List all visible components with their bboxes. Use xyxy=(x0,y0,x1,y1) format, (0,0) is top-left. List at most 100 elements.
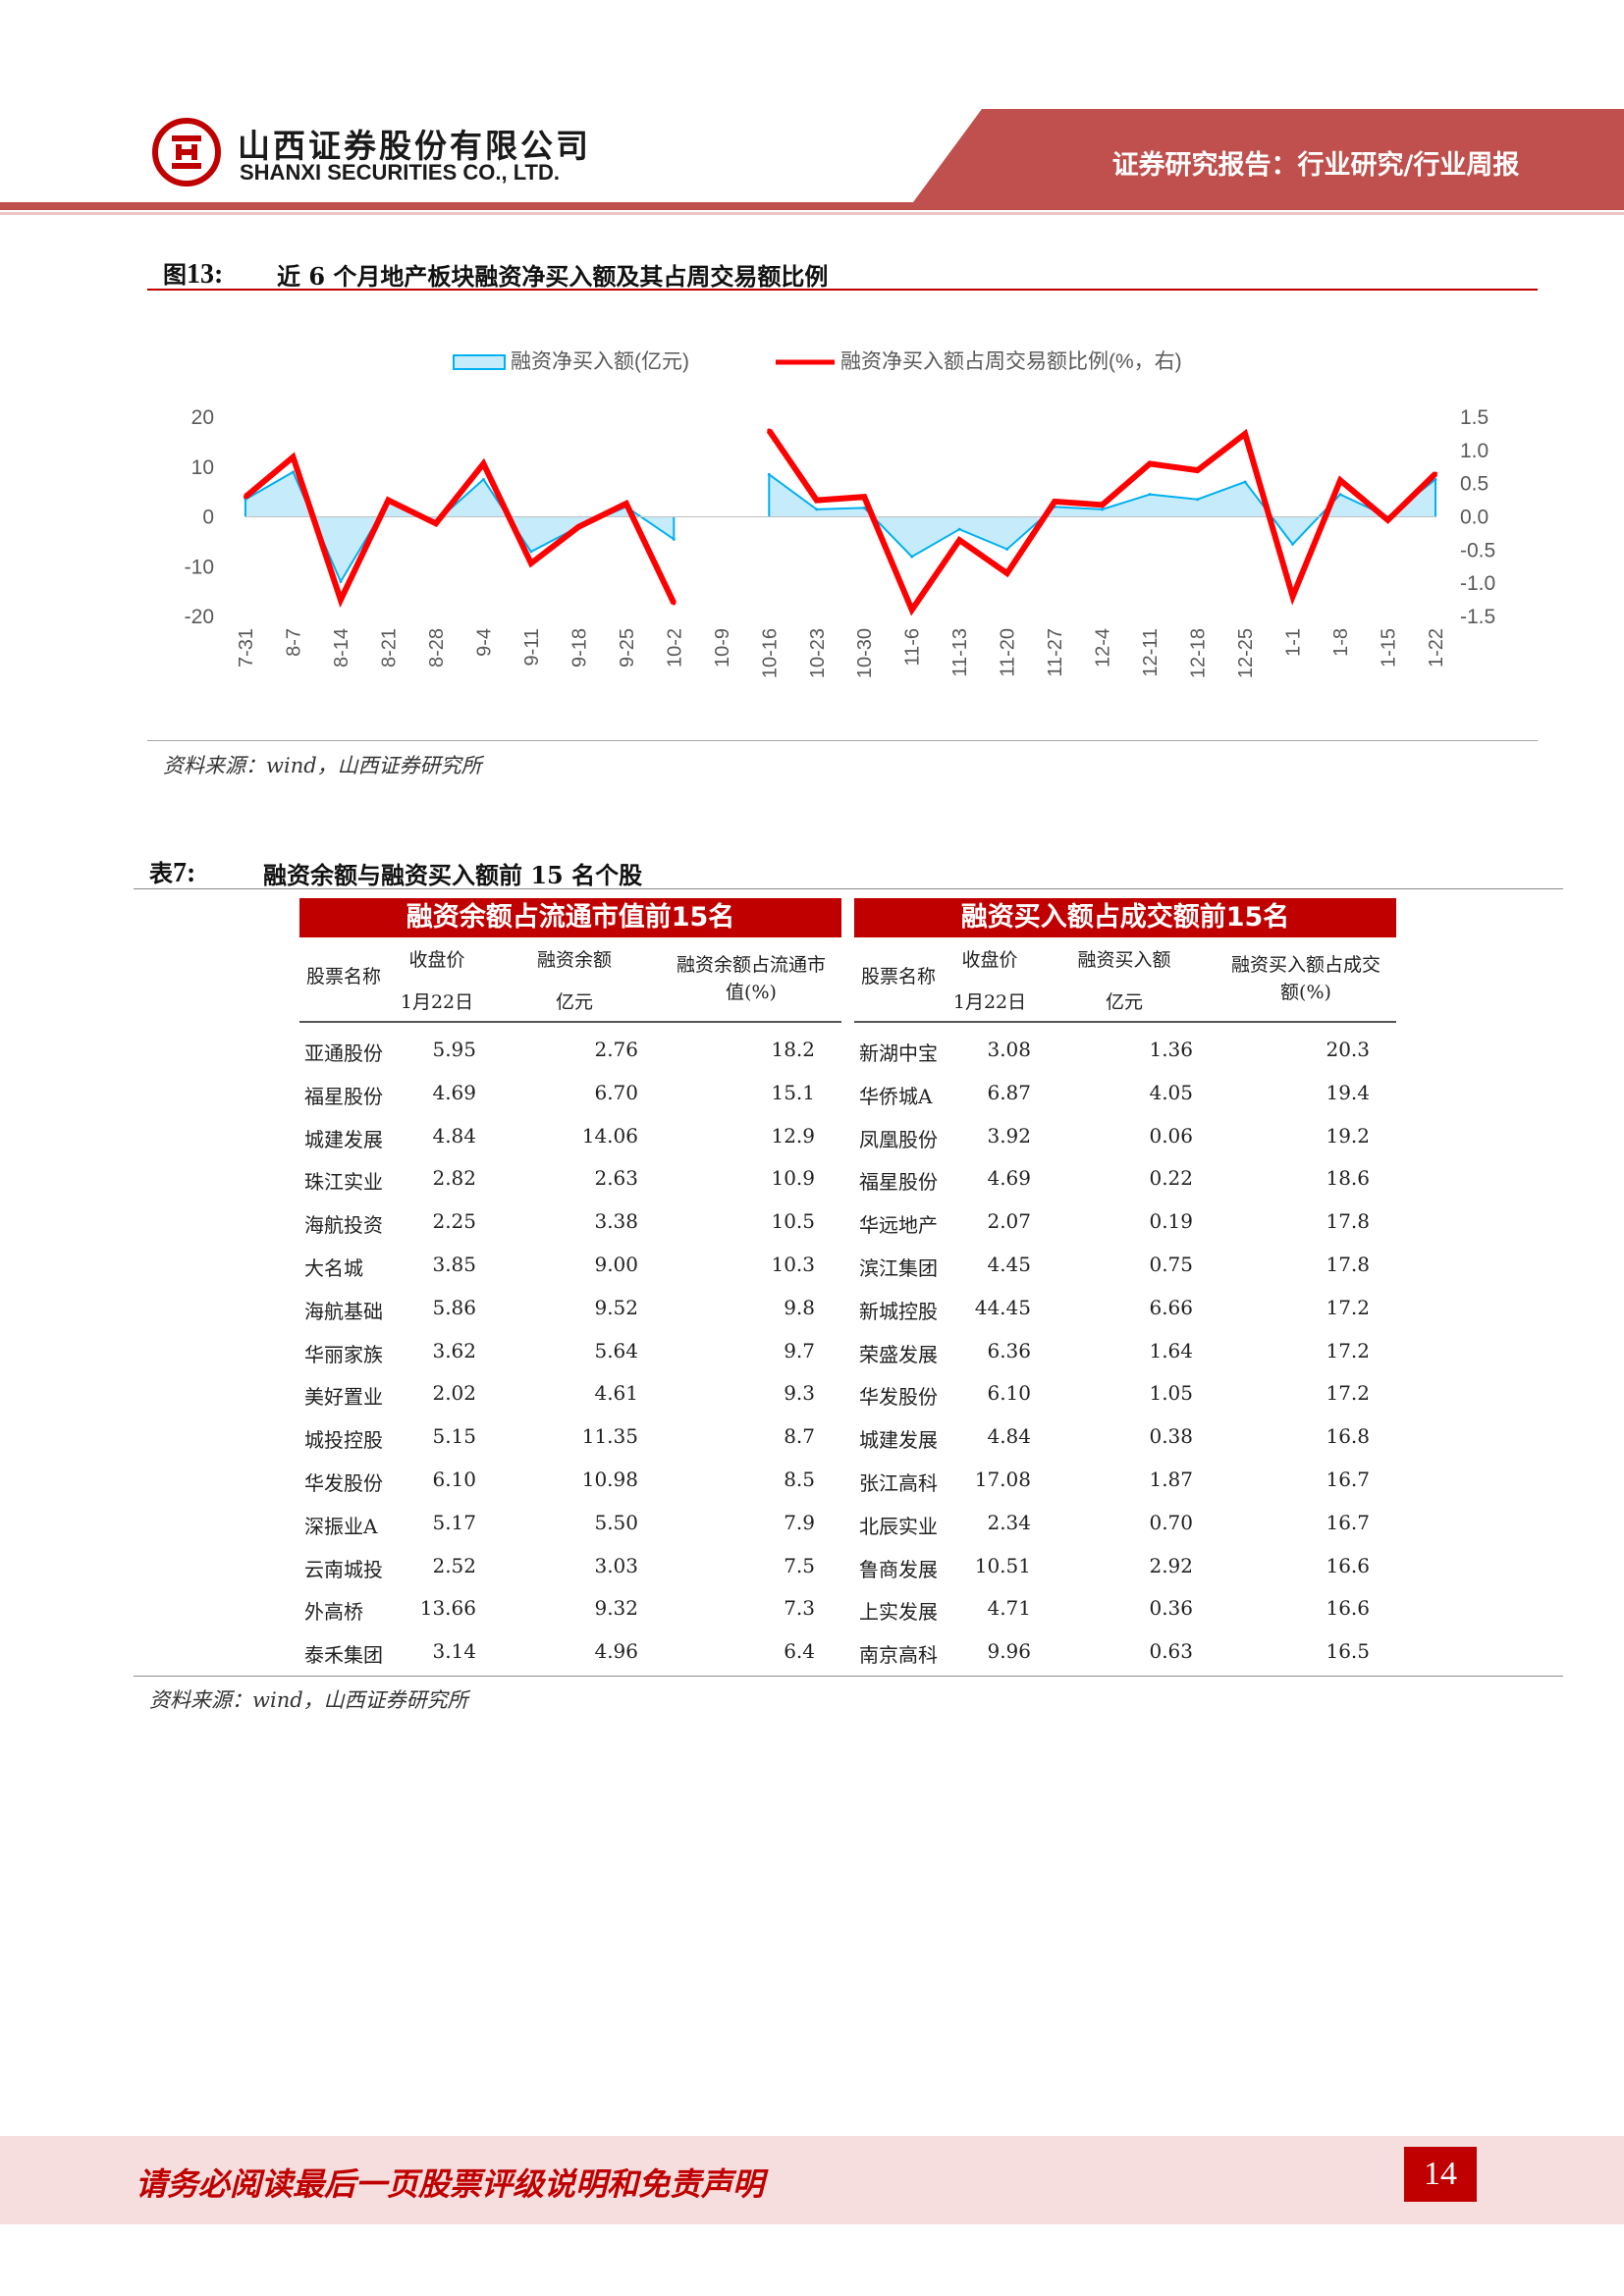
report-type: 证券研究报告：行业研究/行业周报 xyxy=(1111,150,1520,181)
stock-name-cell: 华发股份 xyxy=(304,1471,383,1495)
buy-ratio-cell: 16.7 xyxy=(1326,1468,1370,1491)
stock-name-cell: 外高桥 xyxy=(304,1600,363,1625)
left-header-balance-sub: 亿元 xyxy=(555,991,593,1013)
table-row: 华侨城A 6.87 4.05 19.4 xyxy=(0,1070,1624,1113)
x-axis-tick-label: 12-4 xyxy=(1093,628,1114,667)
ratio-data-point xyxy=(1290,594,1295,599)
table-row: 北辰实业 2.34 0.70 16.7 xyxy=(0,1500,1624,1543)
table-row: 华远地产 2.07 0.19 17.8 xyxy=(0,1199,1624,1242)
stock-name-cell: 美好置业 xyxy=(304,1385,383,1410)
table-row: 新城控股 44.45 6.66 17.2 xyxy=(0,1285,1624,1328)
financing-buy-cell: 0.38 xyxy=(1149,1424,1193,1449)
right-header-ratio-sub: 额(%) xyxy=(1280,982,1331,1003)
close-price-cell: 4.69 xyxy=(987,1166,1031,1191)
ratio-data-point xyxy=(1243,431,1248,436)
buy-ratio-cell: 16.6 xyxy=(1326,1553,1370,1577)
table-row: 珠江实业 2.82 2.63 10.9 xyxy=(0,1155,1624,1199)
area-data-point xyxy=(1243,480,1247,484)
balance-ratio-cell: 10.5 xyxy=(771,1209,815,1234)
table-row: 华发股份 6.10 10.98 8.5 xyxy=(0,1457,1624,1500)
buy-ratio-cell: 16.5 xyxy=(1326,1639,1370,1664)
area-data-point xyxy=(862,506,866,509)
right-header-buy-sub: 亿元 xyxy=(1105,991,1143,1013)
buy-ratio-cell: 20.3 xyxy=(1326,1038,1370,1061)
left-header-ratio-sub: 值(%) xyxy=(726,982,777,1003)
buy-ratio-cell: 17.2 xyxy=(1326,1338,1370,1362)
area-series-outline xyxy=(244,470,675,584)
stock-name-cell: 云南城投 xyxy=(304,1557,383,1581)
close-price-cell: 2.07 xyxy=(987,1209,1031,1234)
table-row: 新湖中宝 3.08 1.36 20.3 xyxy=(0,1027,1624,1070)
area-data-point xyxy=(1005,547,1009,551)
legend-area-swatch xyxy=(453,354,506,370)
ratio-data-point xyxy=(814,498,819,503)
balance-ratio-cell: 9.8 xyxy=(784,1295,815,1319)
financing-balance-cell: 3.03 xyxy=(594,1553,638,1577)
financing-buy-cell: 0.75 xyxy=(1149,1253,1193,1276)
stock-name-cell: 鲁商发展 xyxy=(859,1557,938,1581)
table-row: 大名城 3.85 9.00 10.3 xyxy=(0,1242,1624,1285)
table-row: 上实发展 4.71 0.36 16.6 xyxy=(0,1585,1624,1629)
table-bottom-rule xyxy=(134,1676,1563,1677)
table-top-rule xyxy=(134,888,1563,889)
financing-buy-cell: 0.06 xyxy=(1149,1123,1193,1148)
legend-area-label: 融资净买入额(亿元) xyxy=(511,350,689,373)
buy-ratio-cell: 16.8 xyxy=(1326,1424,1370,1449)
ratio-data-point xyxy=(433,521,438,526)
financing-balance-cell: 9.00 xyxy=(594,1253,638,1276)
x-axis-tick-label: 1-8 xyxy=(1330,628,1352,657)
company-name-en: SHANXI SECURITIES CO., LTD. xyxy=(240,160,560,185)
financing-balance-cell: 11.35 xyxy=(581,1424,638,1449)
close-price-cell: 4.71 xyxy=(987,1596,1031,1621)
right-header-buy: 融资买入额 xyxy=(1077,949,1171,971)
stock-name-cell: 上实发展 xyxy=(859,1600,938,1625)
stock-name-cell: 城建发展 xyxy=(304,1127,383,1151)
x-axis-tick-label: 8-7 xyxy=(283,628,304,657)
table-row: 云南城投 2.52 3.03 7.5 xyxy=(0,1543,1624,1586)
buy-ratio-cell: 17.2 xyxy=(1326,1381,1370,1406)
table-row: 鲁商发展 10.51 2.92 16.6 xyxy=(0,1543,1624,1586)
table-row: 张江高科 17.08 1.87 16.7 xyxy=(0,1457,1624,1500)
stock-name-cell: 华侨城A xyxy=(859,1084,933,1108)
ratio-data-point xyxy=(1148,461,1153,466)
right-axis-tick-label: 1.0 xyxy=(1460,440,1489,462)
close-price-cell: 44.45 xyxy=(974,1295,1031,1319)
balance-ratio-cell: 7.3 xyxy=(784,1596,815,1621)
left-header-price-sub: 1月22日 xyxy=(400,991,474,1013)
close-price-cell: 5.15 xyxy=(432,1424,476,1449)
buy-ratio-cell: 17.8 xyxy=(1326,1253,1370,1276)
area-data-point xyxy=(481,477,485,481)
stock-name-cell: 福星股份 xyxy=(859,1170,938,1195)
close-price-cell: 3.08 xyxy=(987,1038,1031,1061)
table-row: 海航基础 5.86 9.52 9.8 xyxy=(0,1285,1624,1328)
left-axis-tick-label: -20 xyxy=(185,606,214,628)
left-axis-tick-label: 10 xyxy=(191,456,214,479)
close-price-cell: 3.14 xyxy=(432,1639,476,1664)
ratio-data-point xyxy=(528,561,533,565)
figure-top-rule xyxy=(147,289,1538,291)
stock-name-cell: 珠江实业 xyxy=(304,1170,383,1195)
table-row: 荣盛发展 6.36 1.64 17.2 xyxy=(0,1328,1624,1371)
ratio-data-point xyxy=(481,461,486,466)
right-axis-tick-label: -1.5 xyxy=(1460,606,1495,628)
close-price-cell: 3.92 xyxy=(987,1123,1031,1148)
financing-buy-cell: 1.64 xyxy=(1149,1338,1193,1362)
ratio-series-line xyxy=(244,428,1438,616)
close-price-cell: 2.52 xyxy=(432,1553,476,1577)
financing-balance-cell: 4.96 xyxy=(594,1639,638,1664)
area-data-point xyxy=(910,555,914,559)
table-caption-label: 表7: xyxy=(149,858,196,888)
ratio-data-point xyxy=(862,495,867,500)
table-row: 美好置业 2.02 4.61 9.3 xyxy=(0,1370,1624,1414)
balance-ratio-cell: 12.9 xyxy=(771,1123,815,1148)
area-data-point xyxy=(291,470,295,474)
financing-balance-cell: 5.64 xyxy=(594,1338,638,1362)
balance-ratio-cell: 10.9 xyxy=(771,1166,815,1191)
area-data-point xyxy=(672,537,676,541)
close-price-cell: 3.85 xyxy=(432,1253,476,1276)
close-price-cell: 9.96 xyxy=(987,1639,1031,1664)
area-data-point xyxy=(957,527,961,531)
close-price-cell: 2.82 xyxy=(432,1166,476,1191)
balance-ratio-cell: 6.4 xyxy=(784,1639,815,1664)
right-axis-tick-label: 1.5 xyxy=(1460,406,1489,429)
